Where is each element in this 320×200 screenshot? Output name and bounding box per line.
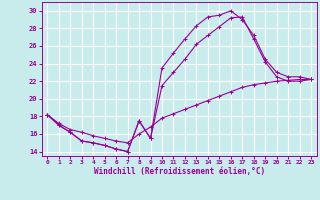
X-axis label: Windchill (Refroidissement éolien,°C): Windchill (Refroidissement éolien,°C) (94, 167, 265, 176)
